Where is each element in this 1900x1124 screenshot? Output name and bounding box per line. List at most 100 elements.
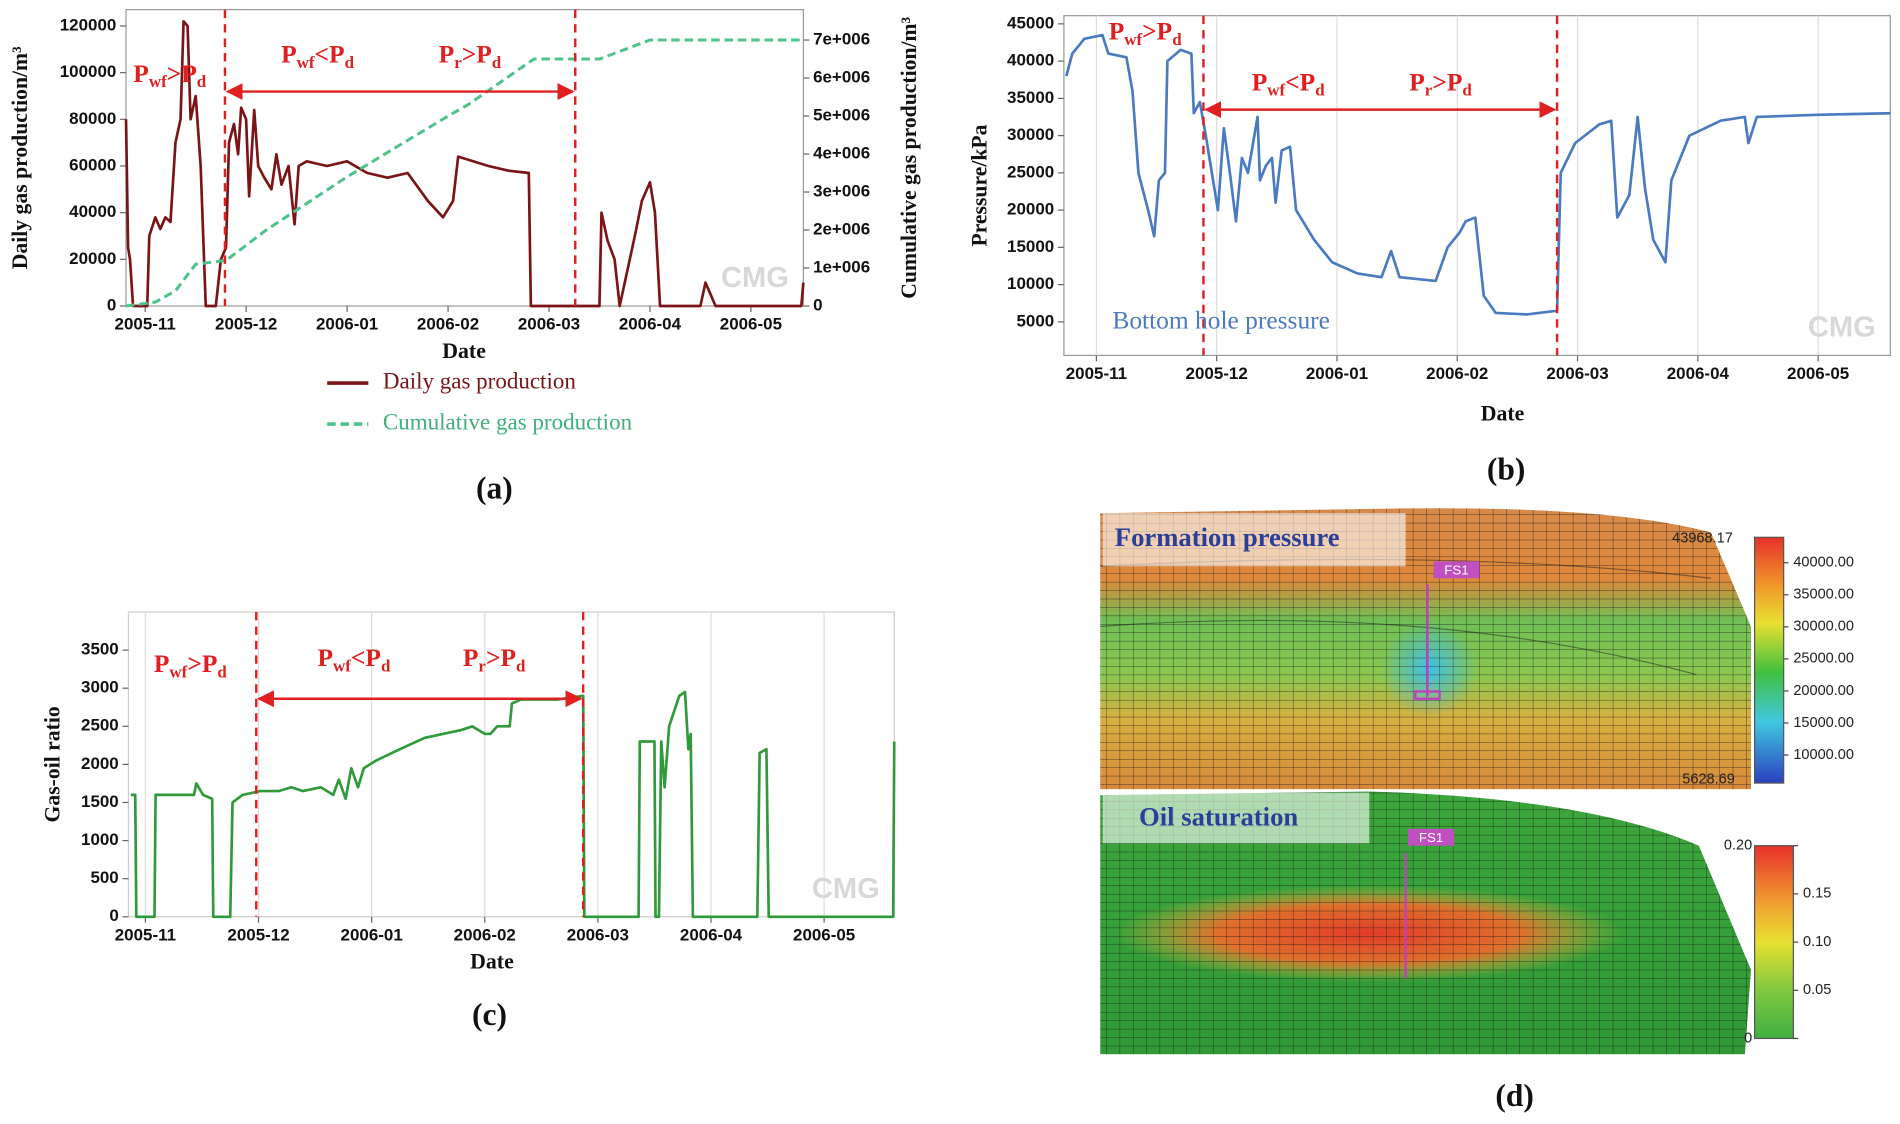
chart: 2005-11 2005-12 2006-01 2006-02 2006-03 2006-… [8,9,921,506]
well-tag [1433,561,1480,579]
legend-label: Daily gas production [383,368,576,393]
subscript: wf [1124,30,1142,49]
label-part: <P [315,40,345,68]
x-tick-label: 2006-01 [341,926,403,945]
well-bottom [1414,690,1441,700]
y-axis-title: Gas-oil ratio [40,706,64,822]
x-tick-label: 2006-04 [619,315,682,334]
x-tick-label: 2006-03 [1546,364,1608,383]
watermark: CMG [1808,312,1876,344]
phase-label: Pr>Pd [463,644,526,675]
colorbar-label: 0.10 [1803,934,1831,950]
subscript: d [345,53,355,72]
phase-label: Pwf<Pd [281,40,355,71]
x-tick-label: 2006-02 [454,926,516,945]
y-tick-label: 3500 [81,640,119,659]
colorbar-label: 0.05 [1803,982,1831,998]
phase-label: Pr>Pd [439,40,502,71]
panel-label: (b) [1487,452,1526,487]
title-box [1102,513,1406,567]
well-label: FS1 [1444,563,1468,578]
subscript: wf [333,656,351,675]
y-tick-label: 80000 [69,109,116,128]
legend-label: Cumulative gas production [383,409,633,434]
colorbar-label: 15000.00 [1793,715,1854,731]
label-part: P [1409,68,1425,96]
x-tick-label: 2005-12 [1186,364,1248,383]
y-tick-label: 0 [109,906,118,925]
label-part: P [154,650,170,678]
subscript: wf [169,662,187,681]
x-tick-label: 2006-05 [793,926,855,945]
y-tick-label: 20000 [1007,200,1054,219]
x-tick-label: 2006-04 [680,926,743,945]
y-tick-label: 10000 [1007,274,1054,293]
phase-label: Pwf<Pd [317,644,391,675]
subscript: d [492,53,502,72]
phase-label: Pwf>Pd [1109,18,1183,49]
panel-label: (a) [476,471,513,506]
y2-tick-label: 3e+006 [813,182,870,201]
panel-label: (c) [472,997,507,1032]
x-tick-label: 2005-11 [115,926,176,945]
phase-label: Pwf<Pd [1252,68,1326,99]
plot-area [1063,15,1891,356]
y2-tick-label: 7e+006 [813,30,870,49]
y2-tick-label: 4e+006 [813,144,870,163]
label-part: P [133,60,149,88]
watermark: CMG [812,873,880,905]
colorbar-label: 10000.00 [1793,747,1854,763]
colorbar [1753,845,1794,1040]
y-tick-label: 25000 [1007,162,1054,181]
label-part: P [317,644,333,672]
label-part: P [439,40,455,68]
colorbar-label: 40000.00 [1793,555,1854,571]
data-line [125,38,804,308]
y-tick-label: 40000 [1007,51,1054,70]
phase-label: Pr>Pd [1409,68,1472,99]
subscript: d [516,656,526,675]
subscript: wf [297,53,315,72]
x-axis-title: Date [1481,402,1525,426]
chart: 2005-11 2005-12 2006-01 2006-02 2006-03 2006-… [40,611,896,1032]
phase-label: Pwf>Pd [154,650,228,681]
y-tick-label: 0 [107,295,116,314]
y-tick-label: 120000 [60,15,117,34]
y2-tick-label: 2e+006 [813,220,870,239]
x-tick-label: 2005-11 [115,315,176,334]
y-tick-label: 1500 [81,792,119,811]
colorbar-label: 35000.00 [1793,587,1854,603]
subscript: d [217,662,227,681]
label-part: <P [351,644,381,672]
y2-tick-label: 1e+006 [813,258,870,277]
well-tag [1408,828,1455,846]
label-part: >P [486,644,516,672]
y-tick-label: 60000 [69,155,116,174]
x-axis-title: Date [442,339,486,363]
label-part: P [1252,68,1268,96]
y-tick-label: 40000 [69,202,116,221]
subscript: r [1425,80,1433,99]
label-part: >P [1142,18,1172,46]
y-tick-label: 30000 [1007,125,1054,144]
label-part: P [281,40,297,68]
y-axis-title: Pressure/kPa [967,124,991,246]
y-tick-label: 500 [90,868,118,887]
x-tick-label: 2005-12 [215,315,277,334]
x-axis-title: Date [470,950,514,974]
label-part: >P [462,40,492,68]
subscript: r [454,53,462,72]
x-tick-label: 2006-01 [316,315,378,334]
panel-label: (d) [1495,1078,1534,1113]
y-tick-label: 45000 [1007,13,1054,32]
phase-label: Pwf>Pd [133,60,207,91]
colorbar-label: 0 [1744,1030,1752,1046]
subscript: wf [1267,80,1285,99]
colorbar [1753,536,1785,784]
y-tick-label: 35000 [1007,88,1054,107]
y-axis-title: Daily gas production/m³ [8,46,32,269]
y-tick-label: 5000 [1016,311,1054,330]
y-tick-label: 15000 [1007,237,1054,256]
y2-tick-label: 6e+006 [813,68,870,87]
